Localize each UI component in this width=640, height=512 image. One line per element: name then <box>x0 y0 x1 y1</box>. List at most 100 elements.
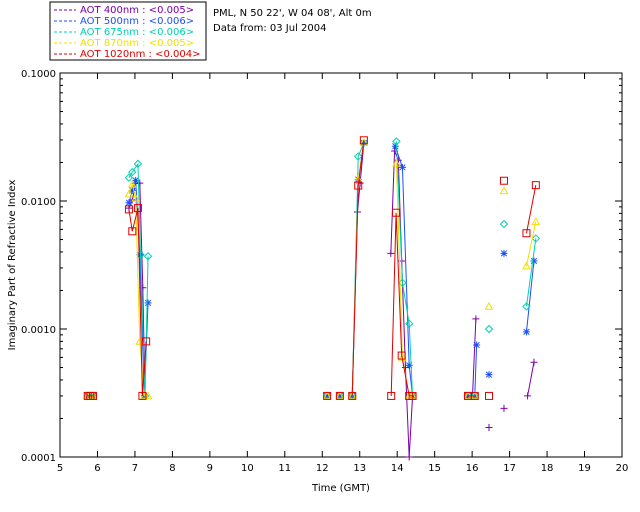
series-line <box>525 238 537 307</box>
asterisk-marker <box>125 199 133 207</box>
asterisk-marker <box>405 361 413 369</box>
x-tick-label: 14 <box>391 463 404 474</box>
series-3 <box>83 137 541 401</box>
legend-entry: AOT 1020nm : <0.004> <box>80 49 200 60</box>
x-tick-label: 11 <box>278 463 291 474</box>
square-marker <box>408 391 417 400</box>
x-tick-label: 12 <box>316 463 329 474</box>
square-marker <box>133 204 142 213</box>
y-tick-label: 0.1000 <box>21 69 56 80</box>
diamond-marker <box>404 319 414 328</box>
series-2 <box>84 139 538 400</box>
square-marker <box>522 229 531 238</box>
asterisk-marker <box>391 142 399 150</box>
asterisk-marker <box>89 392 97 400</box>
legend-entry: AOT 675nm : <0.006> <box>80 27 194 38</box>
series-line <box>468 344 478 397</box>
series-1 <box>84 139 538 461</box>
x-tick-label: 16 <box>466 463 479 474</box>
diamond-marker <box>359 138 369 147</box>
asterisk-marker <box>485 371 493 379</box>
square-marker <box>128 227 137 236</box>
series-line <box>525 185 537 234</box>
asterisk-marker <box>128 186 136 194</box>
triangle-marker <box>127 179 137 188</box>
square-marker <box>531 181 540 190</box>
triangle-marker <box>484 301 494 310</box>
diamond-marker <box>133 159 143 169</box>
diamond-marker <box>522 302 531 311</box>
legend-entry: AOT 400nm : <0.005> <box>80 5 194 16</box>
triangle-marker <box>335 391 345 400</box>
x-tick-label: 15 <box>428 463 441 474</box>
asterisk-marker <box>132 176 140 184</box>
square-marker <box>142 337 151 346</box>
asterisk-marker <box>500 249 508 257</box>
square-marker <box>335 391 344 400</box>
square-marker <box>392 208 401 217</box>
series-line <box>128 162 149 396</box>
square-marker <box>88 391 97 400</box>
series-line <box>525 221 537 267</box>
plot-frame <box>59 72 623 458</box>
plus-marker <box>387 249 395 257</box>
square-marker <box>138 391 147 400</box>
x-axis-label: Time (GMT) <box>311 483 370 494</box>
series-line <box>390 212 413 397</box>
diamond-marker <box>128 167 137 177</box>
series-line <box>525 260 535 332</box>
square-marker <box>387 391 396 400</box>
triangle-marker <box>499 186 509 195</box>
triangle-marker <box>531 217 541 225</box>
x-tick-label: 8 <box>169 463 175 474</box>
x-tick-label: 9 <box>207 463 213 474</box>
plus-marker <box>530 358 538 366</box>
triangle-marker <box>322 391 332 400</box>
plus-marker <box>136 179 144 187</box>
square-marker <box>354 181 363 190</box>
x-tick-label: 7 <box>132 463 138 474</box>
x-tick-label: 5 <box>57 463 63 474</box>
series-line <box>128 207 147 396</box>
y-tick-label: 0.0001 <box>21 453 56 464</box>
square-marker <box>124 205 133 214</box>
triangle-marker <box>392 158 401 167</box>
square-marker <box>359 136 368 145</box>
diamond-marker <box>484 324 494 334</box>
square-marker <box>348 391 357 400</box>
y-tick-label: 0.0010 <box>21 325 56 336</box>
info-line: PML, N 50 22', W 04 08', Alt 0m <box>213 8 372 19</box>
square-marker <box>323 391 332 400</box>
asterisk-marker <box>398 163 406 171</box>
triangle-marker <box>131 193 141 202</box>
asterisk-marker <box>473 341 481 349</box>
info-line: Data from: 03 Jul 2004 <box>213 23 326 34</box>
series-line <box>128 182 149 397</box>
asterisk-marker <box>136 251 144 259</box>
diamond-marker <box>392 137 401 146</box>
series-line <box>351 142 365 396</box>
y-axis-label: Imaginary Part of Refractive Index <box>7 180 18 351</box>
legend-box <box>49 1 207 61</box>
x-tick-label: 18 <box>541 463 554 474</box>
diamond-marker <box>354 152 363 161</box>
diamond-marker <box>499 219 509 229</box>
diamond-marker <box>143 252 153 261</box>
series-line <box>467 318 477 397</box>
square-marker <box>397 351 406 360</box>
x-tick-label: 17 <box>503 463 516 474</box>
x-tick-label: 6 <box>94 463 100 474</box>
triangle-marker <box>347 391 357 400</box>
triangle-marker <box>124 189 134 198</box>
square-marker <box>470 391 479 400</box>
y-tick-label: 0.0100 <box>21 197 56 208</box>
triangle-marker <box>522 261 531 270</box>
asterisk-marker <box>144 299 152 307</box>
square-marker <box>499 176 508 185</box>
plus-marker <box>401 364 409 372</box>
site-info: PML, N 50 22', W 04 08', Alt 0m Data from… <box>213 8 372 34</box>
square-marker <box>484 391 493 400</box>
asterisk-marker <box>530 257 538 265</box>
x-tick-label: 13 <box>353 463 366 474</box>
